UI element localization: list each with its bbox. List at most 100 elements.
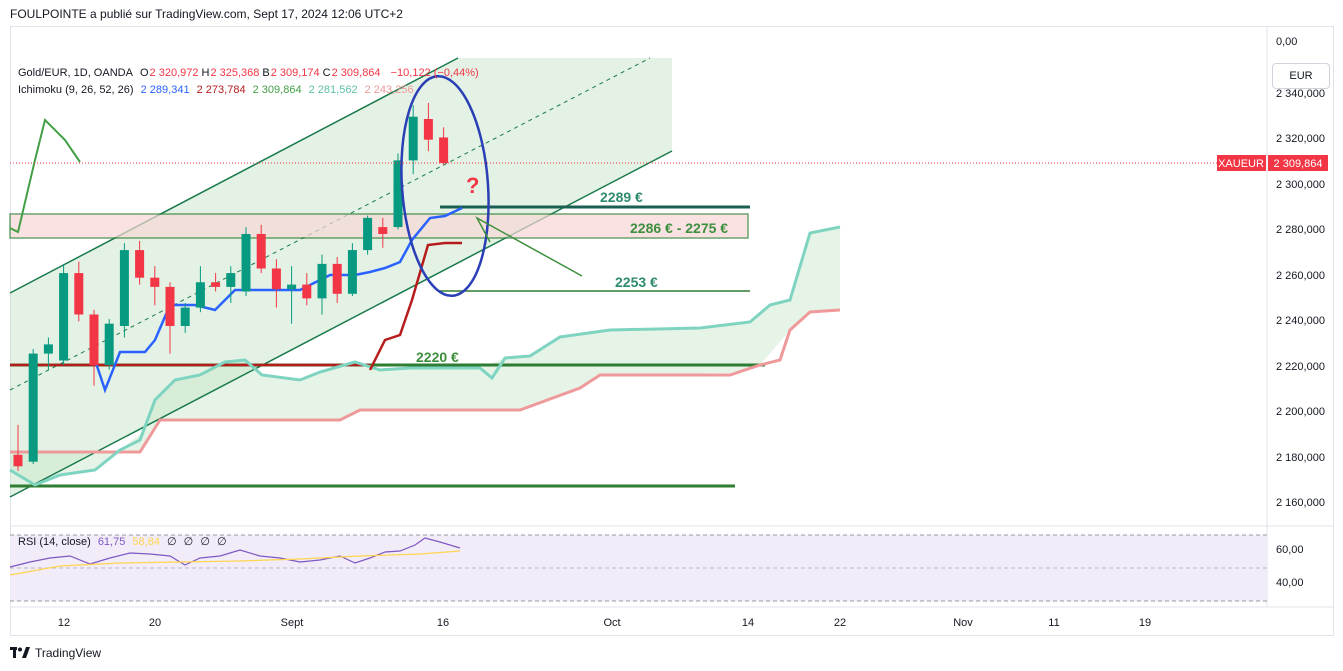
x-tick-label: 16	[437, 617, 449, 629]
rsi-band	[10, 535, 1267, 601]
footer: TradingView	[10, 646, 101, 660]
ichimoku-kijun: 2 273,784	[196, 84, 246, 96]
candles-group	[13, 102, 449, 471]
ichimoku-label: Ichimoku (9, 26, 52, 26)	[18, 84, 134, 96]
ohlc-h: H2 325,368	[201, 67, 260, 79]
tradingview-logo-icon	[10, 647, 30, 658]
y-tick-label: 2 200,000	[1276, 406, 1325, 418]
y-tick-label: 2 220,000	[1276, 361, 1325, 373]
y-tick-label: 2 160,000	[1276, 497, 1325, 509]
candle-body	[393, 160, 403, 228]
highlight-ellipse	[400, 74, 490, 298]
level-label: 2286 € - 2275 €	[630, 220, 728, 236]
rsi-line	[9, 537, 461, 568]
candle-body	[28, 353, 38, 462]
candle-body	[317, 263, 327, 299]
candle-body	[423, 118, 433, 140]
rsi-legend: RSI (14, close) 61,75 58,84 ∅ ∅ ∅ ∅	[18, 535, 231, 548]
x-tick-label: Oct	[603, 617, 620, 629]
y-tick-label: 2 300,000	[1276, 179, 1325, 191]
candle-body	[150, 277, 160, 287]
candle-body	[195, 282, 205, 308]
channel-upper-line	[9, 57, 459, 294]
candle-body	[211, 282, 221, 287]
currency-button[interactable]: EUR	[1272, 63, 1330, 89]
channel-lower-line	[9, 150, 673, 498]
candle-body	[241, 233, 251, 292]
ichimoku-cloud	[10, 227, 840, 485]
rsi-tick-label: 60,00	[1276, 544, 1304, 556]
senkou-span-a	[9, 225, 841, 487]
price-tag-text: 2 309,864	[1274, 158, 1323, 170]
x-tick-label: 22	[834, 617, 846, 629]
rsi-null-3: ∅	[200, 536, 210, 548]
candle-body	[180, 307, 190, 326]
candle-body	[13, 454, 23, 467]
tenkan-sen	[93, 206, 463, 394]
arrow-drawing	[475, 216, 583, 277]
x-tick-label: Nov	[953, 617, 973, 629]
price-tag	[1268, 155, 1328, 171]
candle-body	[363, 217, 373, 251]
candle-body	[104, 323, 114, 366]
symbol-label: Gold/EUR, 1D, OANDA	[18, 67, 133, 79]
chikou-span	[9, 118, 81, 234]
senkou-span-b	[10, 308, 841, 454]
candle-body	[89, 314, 99, 366]
rsi-value: 61,75	[97, 536, 126, 548]
candle-body	[439, 137, 449, 163]
symbol-tag	[1217, 155, 1266, 171]
candle-body	[287, 284, 297, 290]
y-tick-label: 2 320,000	[1276, 133, 1325, 145]
level-label: 2253 €	[615, 274, 658, 290]
y-tick-label: 2 240,000	[1276, 315, 1325, 327]
rsi-ma-value: 58,84	[132, 536, 160, 548]
x-axis: 12 20 Sept 16 Oct 14 22 Nov 11 19	[58, 617, 1151, 629]
ohlc-c: C2 309,864	[322, 67, 381, 79]
footer-brand: TradingView	[35, 646, 102, 660]
candle-body	[226, 273, 236, 287]
ichimoku-chikou: 2 309,864	[252, 84, 302, 96]
candle-body	[43, 344, 53, 354]
rsi-null-4: ∅	[216, 536, 227, 548]
candle-body	[135, 250, 145, 278]
y-tick-label: 2 260,000	[1276, 270, 1325, 282]
x-tick-label: Sept	[281, 617, 304, 629]
ichimoku-span-b: 2 243,256	[364, 84, 414, 96]
y-tick-label: 2 180,000	[1276, 452, 1325, 464]
x-tick-label: 19	[1139, 617, 1151, 629]
ohlc-values: O2 320,972 H2 325,368 B2 309,174 C2 309,864	[140, 67, 384, 79]
y-tick-label: 0,00	[1276, 36, 1297, 48]
candle-body	[74, 273, 84, 315]
level-label: 2289 €	[600, 189, 643, 205]
symbol-tag-text: XAUEUR	[1218, 158, 1264, 170]
x-tick-label: 12	[58, 617, 70, 629]
candle-body	[165, 286, 175, 326]
rsi-ma-line	[9, 550, 461, 576]
rsi-null-2: ∅	[183, 536, 194, 548]
kijun-sen	[368, 241, 462, 371]
candle-body	[378, 227, 388, 234]
ohlc-o: O2 320,972	[139, 67, 199, 79]
rsi-label: RSI (14, close)	[18, 536, 91, 548]
candle-body	[347, 250, 357, 294]
question-mark: ?	[466, 173, 479, 198]
x-tick-label: 11	[1048, 617, 1059, 629]
level-annotations: 2289 € 2286 € - 2275 € 2253 € 2220 €	[416, 189, 728, 365]
publication-header: FOULPOINTE a publié sur TradingView.com,…	[10, 7, 403, 21]
rsi-tick-label: 40,00	[1276, 577, 1304, 589]
change-value: −10,122 (−0,44%)	[390, 67, 479, 79]
ichimoku-span-a: 2 281,562	[308, 84, 358, 96]
candle-body	[332, 263, 342, 294]
x-tick-label: 14	[742, 617, 754, 629]
ichimoku-legend: Ichimoku (9, 26, 52, 26) 2 289,341 2 273…	[18, 84, 418, 96]
y-tick-label: 2 280,000	[1276, 224, 1325, 236]
rsi-null-1: ∅	[167, 536, 177, 548]
level-label: 2220 €	[416, 349, 459, 365]
candle-body	[59, 273, 69, 361]
ohlc-b: B2 309,174	[262, 67, 320, 79]
candle-body	[119, 250, 129, 326]
candle-body	[271, 268, 281, 290]
ichimoku-tenkan: 2 289,341	[140, 84, 190, 96]
